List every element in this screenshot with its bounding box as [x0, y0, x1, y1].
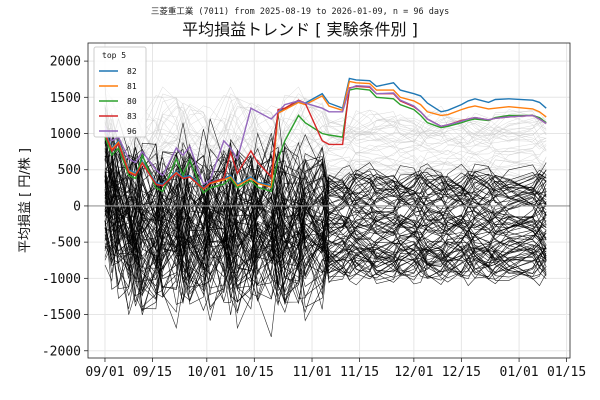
- background-series-line: [104, 201, 547, 310]
- legend: top 5 82 81 80 83 96: [93, 46, 147, 138]
- legend-label-82: 82: [127, 67, 137, 76]
- x-tick-label: 12/01: [394, 365, 433, 380]
- series-line-82: [104, 77, 547, 189]
- y-tick-label: -500: [50, 236, 81, 251]
- background-series-line: [104, 150, 547, 211]
- chart-title: 平均損益トレンド [ 実験条件別 ]: [182, 20, 418, 39]
- y-tick-label: -1500: [42, 308, 81, 323]
- y-tick-label: -2000: [42, 344, 81, 359]
- background-series-line: [104, 148, 547, 217]
- background-series-line: [104, 230, 547, 308]
- background-series-line: [104, 186, 547, 249]
- y-tick-label: 2000: [50, 55, 81, 70]
- background-series-line: [104, 194, 547, 268]
- background-series-line: [104, 134, 547, 165]
- background-series-line: [104, 177, 547, 305]
- background-series-line: [104, 155, 547, 186]
- background-series-line: [104, 172, 547, 273]
- background-series-line: [104, 106, 547, 223]
- series-line-96: [104, 84, 547, 186]
- background-series-line: [104, 159, 547, 286]
- chart-supertitle: 三菱重工業 (7011) from 2025-08-19 to 2026-01-…: [150, 7, 450, 17]
- x-tick-label: 10/15: [235, 365, 274, 380]
- y-tick-label: 0: [73, 199, 81, 214]
- top-series: [104, 77, 547, 195]
- background-series-line: [104, 181, 547, 338]
- background-series-line: [104, 132, 547, 238]
- background-series-line: [104, 131, 547, 239]
- background-series: [104, 86, 547, 338]
- legend-box: [93, 46, 147, 138]
- background-series-line: [104, 138, 547, 161]
- legend-items: 82 81 80 83 96: [99, 67, 137, 136]
- background-series-line: [104, 106, 547, 153]
- legend-title: top 5: [102, 51, 126, 60]
- background-series-line: [104, 148, 547, 264]
- x-tick-label: 11/15: [340, 365, 379, 380]
- x-tick-label: 09/01: [85, 365, 124, 380]
- background-series-line: [104, 118, 547, 258]
- background-series-line: [104, 216, 547, 306]
- x-tick-label: 09/15: [133, 365, 172, 380]
- background-series-line: [104, 121, 547, 265]
- x-axis-ticks: 09/01 09/15 10/01 10/15 11/01 11/15 12/01 12/15…: [85, 358, 586, 380]
- background-series-line: [104, 199, 547, 322]
- legend-label-81: 81: [127, 82, 137, 91]
- background-series-line: [104, 206, 547, 297]
- x-tick-label: 11/01: [292, 365, 331, 380]
- background-series-line: [104, 208, 547, 271]
- background-series-line: [104, 131, 547, 220]
- x-tick-label: 01/15: [547, 365, 586, 380]
- background-series-line: [104, 158, 547, 263]
- y-axis-label: 平均損益 [ 円/株 ]: [18, 148, 33, 253]
- background-series-line: [104, 117, 547, 227]
- series-line-80: [104, 87, 547, 195]
- y-axis-ticks: 2000 1500 1000 500 0 -500 -1000 -1500 -2000: [42, 55, 88, 359]
- y-tick-label: 1500: [50, 91, 81, 106]
- background-series-line: [104, 181, 547, 321]
- background-series-line: [104, 138, 547, 211]
- legend-label-96: 96: [127, 127, 137, 136]
- x-tick-label: 10/01: [187, 365, 226, 380]
- background-series-line: [104, 196, 547, 315]
- y-tick-label: 1000: [50, 127, 81, 142]
- x-tick-label: 01/01: [500, 365, 539, 380]
- background-series-line: [104, 128, 547, 151]
- background-series-line: [104, 132, 547, 222]
- background-series-line: [104, 172, 547, 302]
- background-series-line: [104, 196, 547, 294]
- y-tick-label: 500: [58, 163, 81, 178]
- background-series-line: [104, 123, 547, 254]
- background-series-line: [104, 104, 547, 239]
- background-series-line: [104, 171, 547, 230]
- plot-area-frame: [87, 42, 571, 359]
- background-series-line: [104, 179, 547, 311]
- background-series-line: [104, 220, 547, 277]
- background-series-line: [104, 113, 547, 248]
- background-series-line: [104, 129, 547, 152]
- legend-label-80: 80: [127, 97, 137, 106]
- background-series-line: [104, 185, 547, 254]
- background-series-line: [104, 188, 547, 315]
- x-tick-label: 12/15: [442, 365, 481, 380]
- background-series-line: [104, 159, 547, 285]
- background-series-line: [104, 168, 547, 265]
- background-series-line: [104, 149, 547, 192]
- background-series-line: [104, 190, 547, 271]
- y-tick-label: -1000: [42, 272, 81, 287]
- background-series-line: [104, 201, 547, 330]
- legend-label-83: 83: [127, 112, 137, 121]
- background-series-line: [104, 113, 547, 240]
- background-series-line: [104, 105, 547, 165]
